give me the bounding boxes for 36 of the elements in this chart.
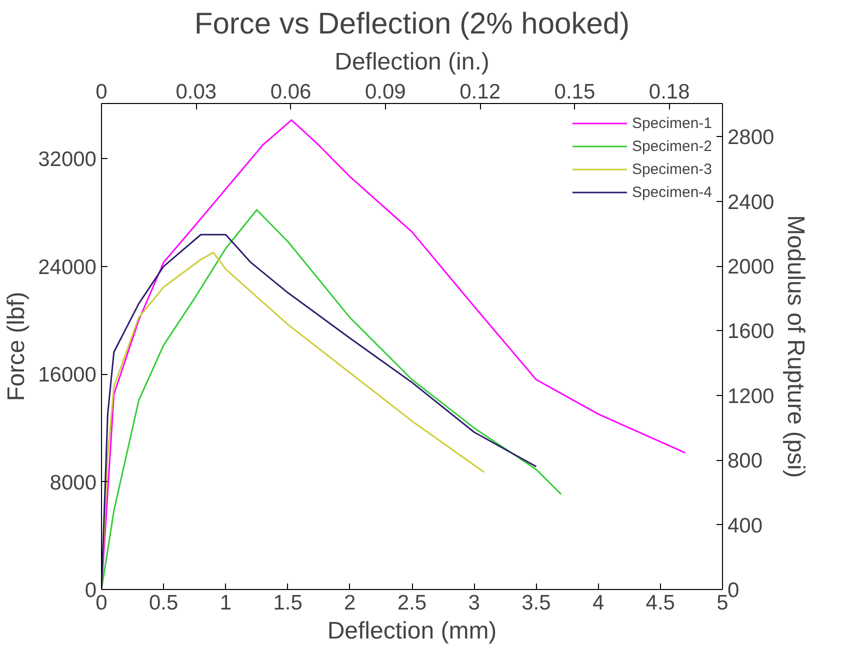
- x2-tick-label: 0.18: [648, 80, 690, 104]
- y2-tick-label: 2400: [728, 190, 774, 214]
- x2-axis-title: Deflection (in.): [334, 48, 490, 76]
- y2-tick-label: 1600: [728, 320, 774, 344]
- legend-label: Specimen-4: [632, 184, 712, 200]
- y-tick-label: 32000: [38, 148, 97, 172]
- x-tick-label: 1: [220, 592, 232, 614]
- legend-label: Specimen-2: [632, 138, 712, 154]
- y-tick-label: 16000: [38, 364, 97, 387]
- x-tick-label: 3: [468, 592, 480, 614]
- x-tick-label: 2.5: [397, 592, 427, 614]
- x2-tick-label: 0.09: [364, 80, 406, 104]
- x-tick-label: 4.5: [646, 592, 676, 614]
- y-tick-label: 8000: [50, 471, 96, 494]
- x-axis-title: Deflection (mm): [327, 618, 497, 644]
- x-tick-label: 4: [592, 592, 604, 614]
- x-tick-label: 0.5: [149, 592, 178, 614]
- legend-label: Specimen-1: [632, 114, 712, 132]
- chart-title: Force vs Deflection (2% hooked): [194, 8, 630, 40]
- y2-tick-label: 2000: [728, 256, 774, 279]
- x2-tick-label: 0.06: [270, 80, 312, 104]
- x-tick-label: 5: [716, 592, 728, 614]
- y-axis-title: Force (lbf): [3, 292, 30, 402]
- legend-label: Specimen-3: [632, 160, 712, 178]
- y2-tick-label: 1200: [728, 384, 774, 408]
- x2-tick-label: 0.03: [176, 80, 217, 104]
- y2-axis-title: Modulus of Rupture (psi): [782, 215, 810, 478]
- y-tick-label: 24000: [38, 256, 97, 279]
- x-tick-label: 3.5: [522, 592, 551, 614]
- y2-tick-label: 400: [728, 514, 763, 538]
- y2-tick-label: 2800: [728, 126, 774, 150]
- x-tick-label: 1.5: [273, 592, 302, 614]
- x2-tick-label: 0.15: [554, 80, 596, 104]
- y2-tick-label: 800: [728, 450, 763, 473]
- x-tick-label: 2: [344, 592, 356, 614]
- x2-tick-label: 0.12: [460, 80, 500, 104]
